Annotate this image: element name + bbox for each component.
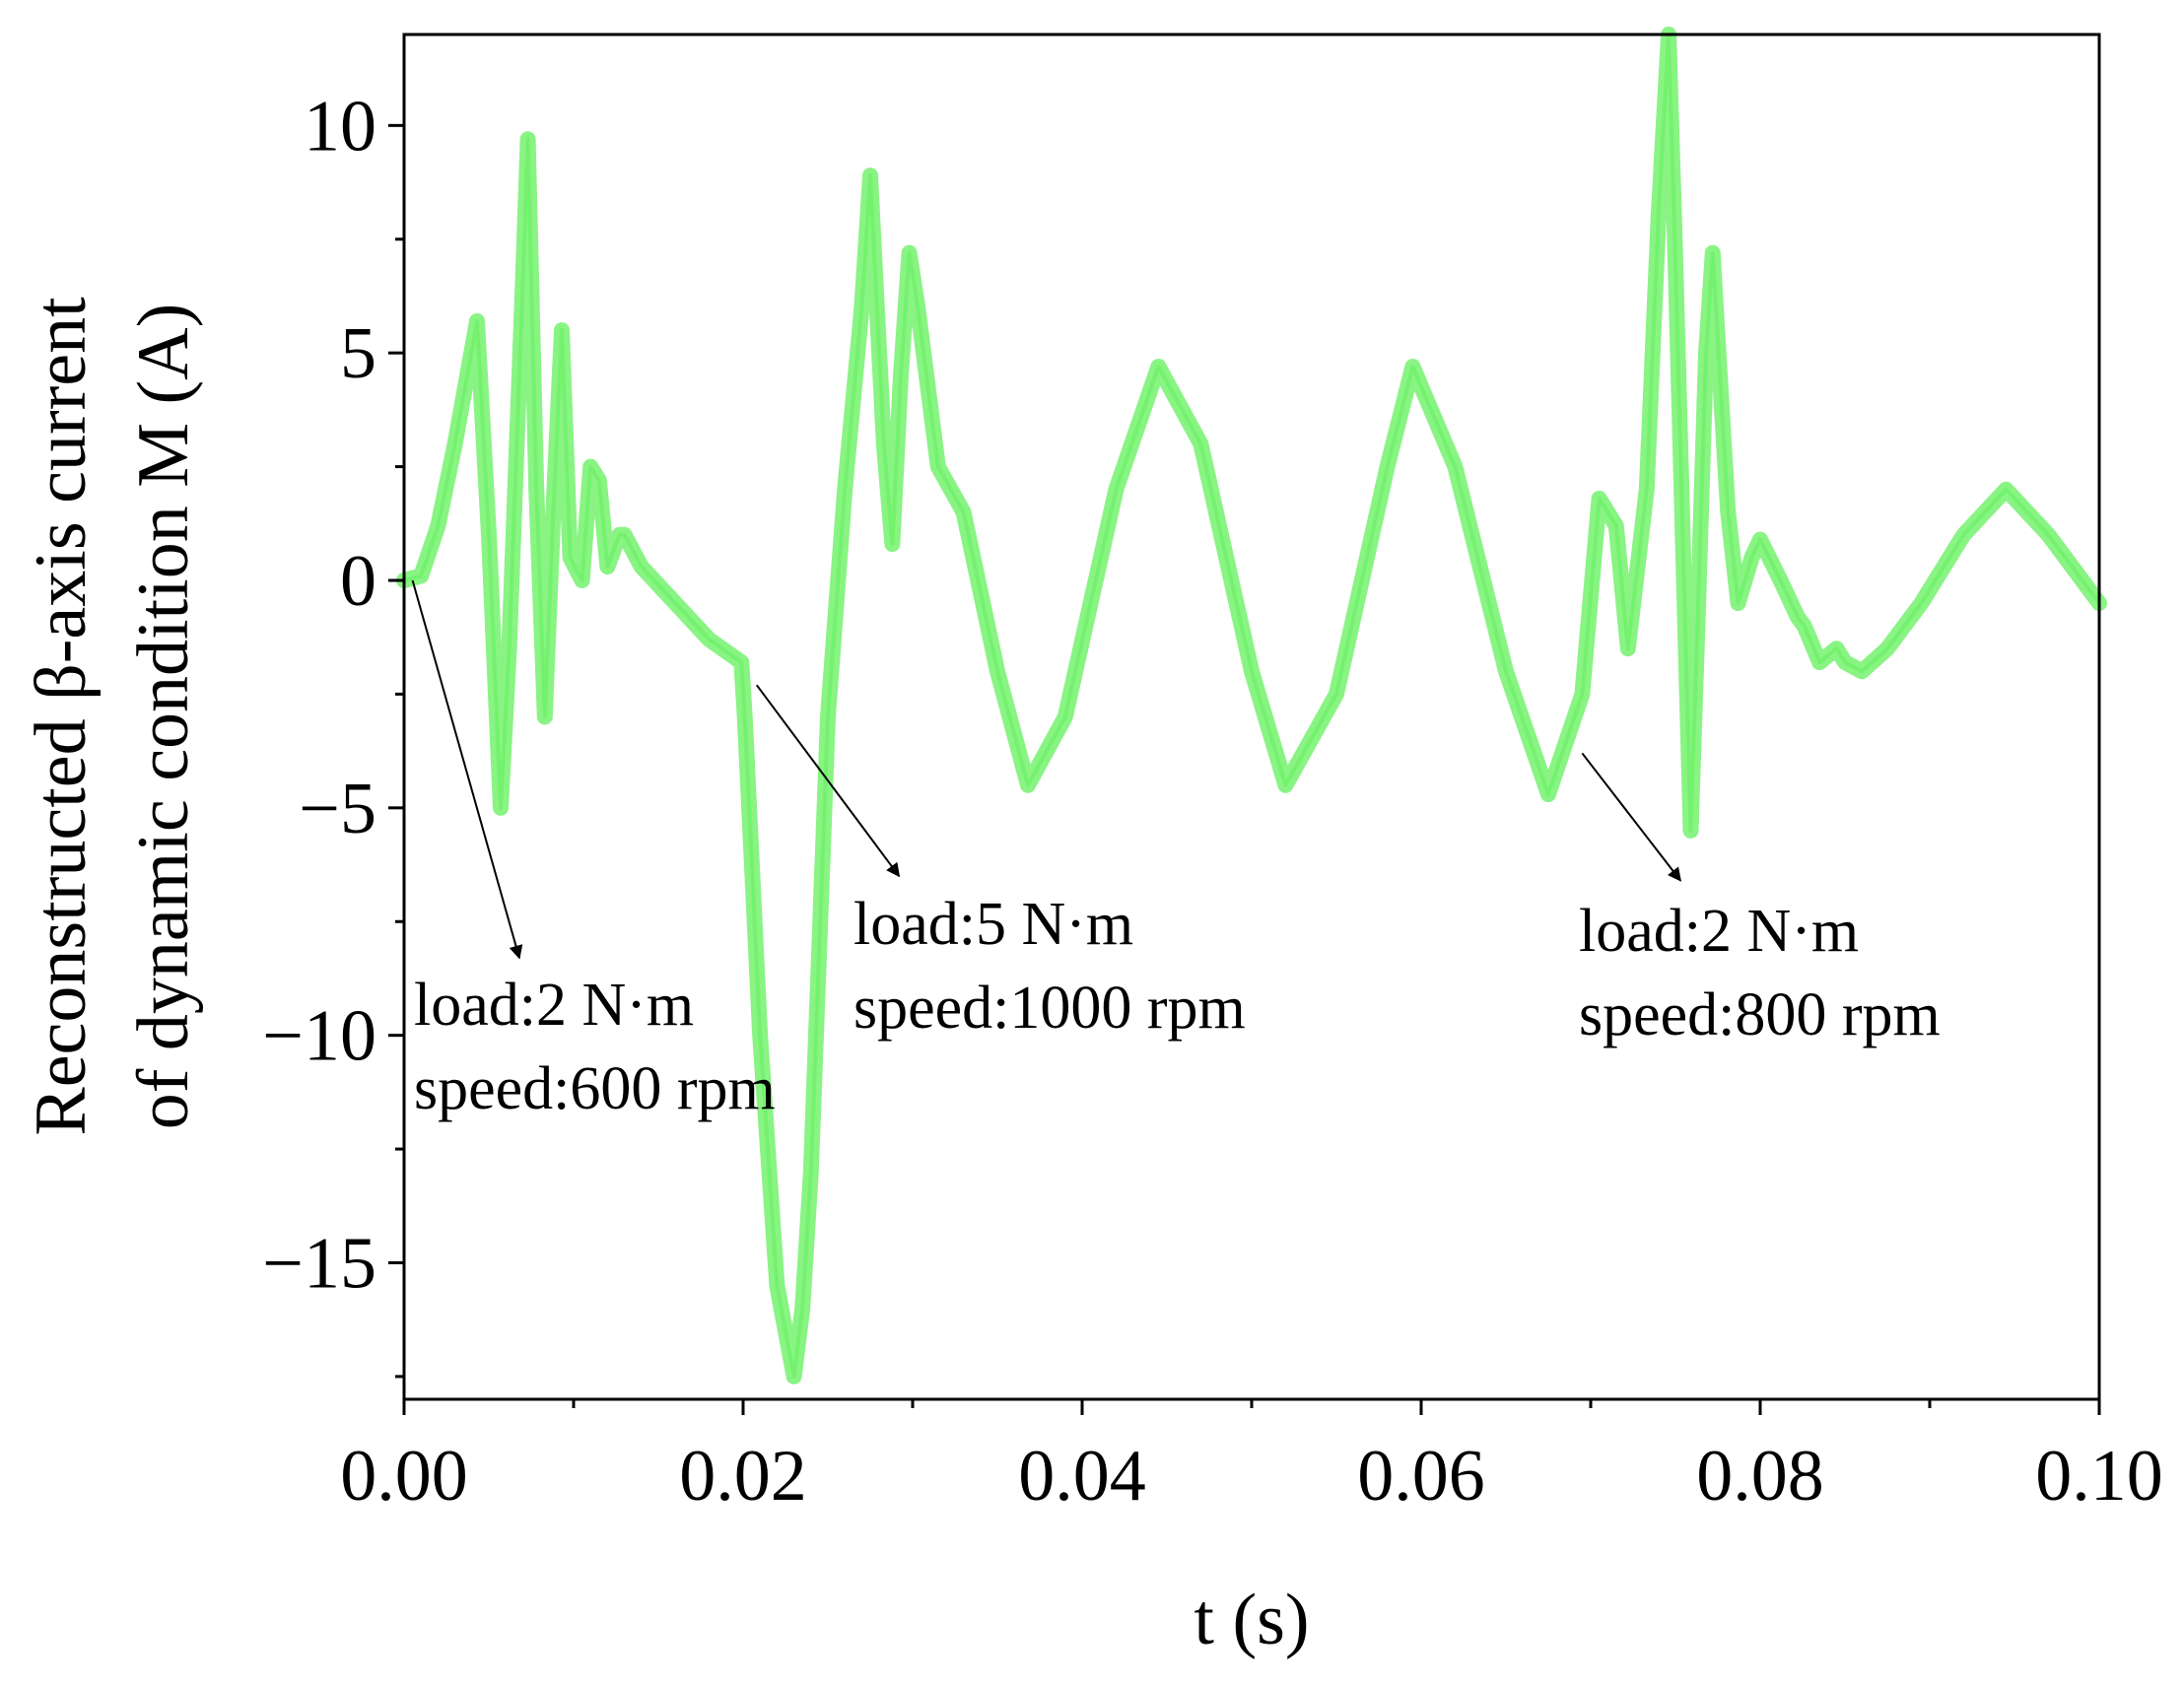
x-tick-label: 0.06 xyxy=(1357,1436,1485,1517)
series-layer xyxy=(396,27,2107,1384)
y-tick-label: −10 xyxy=(262,996,376,1077)
annotation-3-speed: speed:800 rpm xyxy=(1579,981,1941,1048)
y-tick-label: 10 xyxy=(304,86,376,167)
x-axis: 0.00 0.02 0.04 0.06 0.08 0.10 xyxy=(340,1399,2163,1517)
annotation-2: load:5 N·m speed:1000 rpm xyxy=(755,684,1246,1042)
y-axis-title-line1: Reconstructed β-axis current xyxy=(21,297,102,1136)
annotation-1-load: load:2 N·m xyxy=(414,972,694,1039)
y-tick-label: −15 xyxy=(262,1224,376,1305)
plot-frame xyxy=(402,33,2101,1401)
x-axis-title: t (s) xyxy=(1194,1580,1309,1660)
series-line-band xyxy=(396,27,2107,1384)
annotation-1: load:2 N·m speed:600 rpm xyxy=(411,579,776,1122)
x-tick-label: 0.10 xyxy=(2035,1436,2163,1517)
annotation-2-load: load:5 N·m xyxy=(853,891,1133,958)
annotation-3-load: load:2 N·m xyxy=(1579,898,1859,965)
y-tick-label: 0 xyxy=(340,541,376,622)
series-line xyxy=(402,33,2101,1379)
annotation-arrow-1 xyxy=(411,579,523,960)
y-axis: 10 5 0 −5 −10 −15 xyxy=(262,86,404,1379)
y-tick-label: 5 xyxy=(340,313,376,394)
x-tick-label: 0.02 xyxy=(679,1436,807,1517)
x-tick-label: 0.08 xyxy=(1696,1436,1824,1517)
y-axis-title-line2: of dynamic condition M (A) xyxy=(123,304,204,1130)
annotation-arrow-2 xyxy=(755,684,901,878)
y-tick-label: −5 xyxy=(299,769,376,849)
annotation-3: load:2 N·m speed:800 rpm xyxy=(1579,752,1941,1048)
annotation-2-speed: speed:1000 rpm xyxy=(853,975,1246,1042)
x-tick-label: 0.04 xyxy=(1018,1436,1146,1517)
x-tick-label: 0.00 xyxy=(340,1436,468,1517)
annotation-arrow-3 xyxy=(1581,752,1682,882)
annotation-1-speed: speed:600 rpm xyxy=(414,1055,776,1122)
